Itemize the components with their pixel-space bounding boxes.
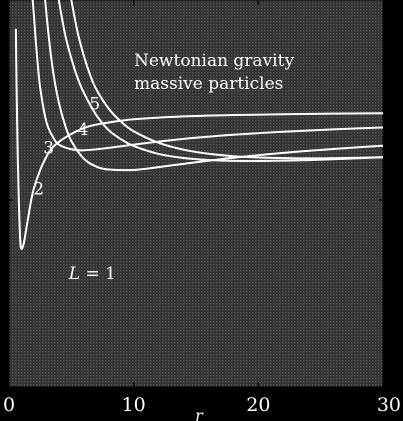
curves-group [14,0,383,250]
annotation-line-2: massive particles [134,74,283,94]
x-tick-label: 0 [3,394,15,416]
curve-L5 [70,0,383,160]
curve-label-L5: 5 [89,95,100,115]
curve-label-L3: 3 [43,139,54,159]
curve-label-L1: L = 1 [68,264,116,284]
x-axis-title: r [195,406,204,421]
annotation-line-1: Newtonian gravity [134,51,294,71]
plot-background [9,0,383,387]
curve-label-L4: 4 [78,120,89,140]
curve-labels-group: L = 1 2 3 45 [33,95,116,285]
x-tick-label: 30 [377,394,401,416]
curve-label-L2: 2 [33,180,44,200]
curve-L4 [57,0,383,162]
plot-frame [8,0,384,388]
curve-L1 [14,28,383,250]
x-tick-label: 20 [246,394,270,416]
x-tick-label: 10 [122,394,146,416]
x-axis-ticks: 0 10 20 30 [3,0,401,416]
